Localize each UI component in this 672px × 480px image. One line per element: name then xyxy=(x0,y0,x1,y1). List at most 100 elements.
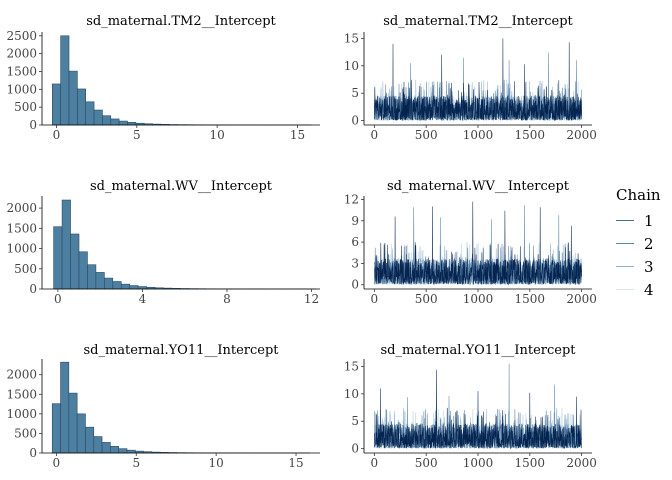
x-tick-label: 1000 xyxy=(463,456,494,470)
histogram-bar xyxy=(126,449,136,454)
panel-title: sd_maternal.YO11__Intercept xyxy=(83,343,279,358)
x-tick-label: 15 xyxy=(288,456,303,470)
x-tick-label: 0 xyxy=(53,128,61,142)
x-tick-label: 1500 xyxy=(515,456,546,470)
x-tick-label: 0 xyxy=(371,128,379,142)
histogram-bar xyxy=(110,118,120,126)
legend-swatch-4 xyxy=(616,289,634,290)
x-tick-label: 0 xyxy=(53,456,61,470)
trace-lines xyxy=(373,363,583,450)
y-tick-label: 5 xyxy=(351,414,359,428)
histogram-bar xyxy=(93,109,103,126)
histogram-bar xyxy=(60,361,70,454)
panel-title: sd_maternal.TM2__Intercept xyxy=(86,14,276,29)
y-tick-label: 9 xyxy=(351,214,359,228)
panel-title: sd_maternal.WV__Intercept xyxy=(90,179,273,194)
trace-lines xyxy=(373,38,583,122)
panel-1: sd_maternal.TM2__Intercept 0 5 10 15 0 500 1000… xyxy=(6,14,320,142)
y-tick-label: 0 xyxy=(351,114,359,128)
panel-5: sd_maternal.YO11__Intercept 0 5 10 15 0 500 100… xyxy=(6,343,320,470)
histogram-bar xyxy=(68,70,78,126)
histogram-bar xyxy=(95,272,105,290)
y-tick-label: 0 xyxy=(29,118,37,132)
trace-line-chain-1 xyxy=(374,369,582,450)
x-tick-label: 500 xyxy=(415,456,438,470)
y-tick-label: 15 xyxy=(344,359,359,373)
panel-title: sd_maternal.WV__Intercept xyxy=(387,179,570,194)
x-tick-label: 0 xyxy=(54,292,62,306)
y-tick-label: 2000 xyxy=(6,47,37,61)
y-tick-label: 2000 xyxy=(6,201,37,215)
histogram-bar xyxy=(102,115,112,126)
legend-item-chain-1: 1 xyxy=(614,209,670,232)
x-tick-label: 0 xyxy=(371,456,379,470)
y-tick-label: 0 xyxy=(351,442,359,456)
y-tick-label: 10 xyxy=(344,387,359,401)
histogram-bar xyxy=(127,122,137,126)
x-tick-label: 5 xyxy=(133,128,141,142)
histogram-bar xyxy=(129,285,139,290)
y-tick-label: 2000 xyxy=(6,368,37,382)
histogram-bar xyxy=(85,101,95,126)
histogram-bar xyxy=(85,426,95,454)
legend-label-3: 3 xyxy=(644,257,654,276)
x-tick-label: 1000 xyxy=(463,128,494,142)
y-tick-label: 6 xyxy=(351,235,359,249)
histogram-bar xyxy=(93,436,103,454)
panel-2: sd_maternal.TM2__Intercept 0 500 1000 1500 20… xyxy=(344,14,597,142)
chain-legend: Chain 1 2 3 4 xyxy=(614,186,670,301)
y-tick-label: 1000 xyxy=(6,407,37,421)
legend-swatch-2 xyxy=(616,243,634,244)
histogram-bar xyxy=(77,88,87,126)
legend-swatch-1 xyxy=(616,220,634,221)
histogram-bar xyxy=(112,281,122,290)
y-tick-label: 12 xyxy=(344,192,359,206)
trace-line-chain-1 xyxy=(374,201,582,286)
histogram-bar xyxy=(70,233,80,290)
histogram-bar xyxy=(51,403,61,454)
legend-item-chain-3: 3 xyxy=(614,255,670,278)
histogram-bar xyxy=(68,392,78,454)
y-tick-label: 0 xyxy=(351,278,359,292)
legend-item-chain-2: 2 xyxy=(614,232,670,255)
y-tick-label: 0 xyxy=(29,282,37,296)
x-tick-label: 2000 xyxy=(566,292,597,306)
x-tick-label: 500 xyxy=(415,128,438,142)
x-tick-label: 1500 xyxy=(515,128,546,142)
trace-lines xyxy=(373,201,583,286)
legend-label-4: 4 xyxy=(644,280,654,299)
histogram-bars xyxy=(53,199,317,290)
y-tick-label: 15 xyxy=(344,31,359,45)
histogram-bar xyxy=(60,35,70,126)
y-tick-label: 500 xyxy=(14,426,37,440)
x-tick-label: 500 xyxy=(415,292,438,306)
legend-title: Chain xyxy=(616,186,661,204)
y-tick-label: 5 xyxy=(351,86,359,100)
x-tick-label: 0 xyxy=(371,292,379,306)
histogram-bar xyxy=(78,251,88,290)
x-tick-label: 10 xyxy=(210,128,225,142)
y-tick-label: 2500 xyxy=(6,29,37,43)
y-tick-label: 500 xyxy=(14,262,37,276)
y-tick-label: 1500 xyxy=(6,64,37,78)
y-tick-label: 1000 xyxy=(6,82,37,96)
x-tick-label: 15 xyxy=(290,128,305,142)
histogram-bar xyxy=(76,413,86,454)
legend-swatch-3 xyxy=(616,266,634,267)
x-tick-label: 5 xyxy=(132,456,140,470)
histogram-bar xyxy=(120,283,131,290)
histogram-bar xyxy=(51,83,61,126)
trace-line-chain-1 xyxy=(374,38,582,122)
x-tick-label: 2000 xyxy=(566,456,597,470)
histogram-bar xyxy=(87,264,97,290)
y-tick-label: 3 xyxy=(351,256,359,270)
histogram-bar xyxy=(104,277,114,290)
y-tick-label: 1000 xyxy=(6,242,37,256)
x-tick-label: 4 xyxy=(139,292,147,306)
y-tick-label: 10 xyxy=(344,59,359,73)
histogram-bar xyxy=(61,199,71,290)
x-tick-label: 8 xyxy=(223,292,231,306)
y-tick-label: 1500 xyxy=(6,387,37,401)
histogram-bars xyxy=(51,35,312,126)
